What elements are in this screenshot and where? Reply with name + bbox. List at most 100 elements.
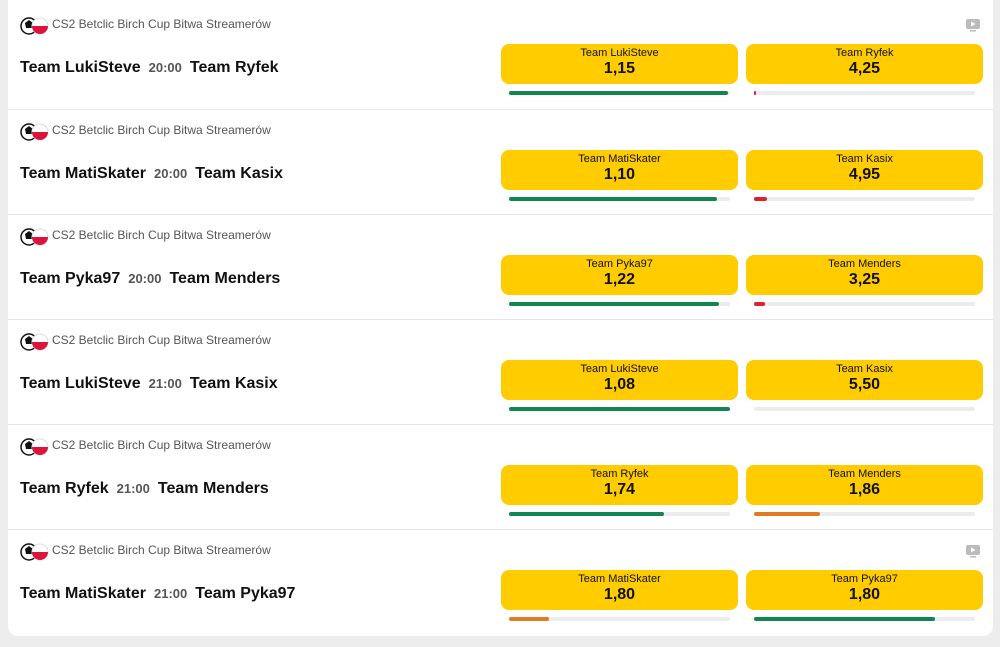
away-team: Team Menders xyxy=(169,270,281,287)
league-icon xyxy=(20,542,50,567)
share-track xyxy=(509,617,730,621)
odds-label: Team LukiSteve xyxy=(580,47,659,59)
share-bar xyxy=(754,91,757,95)
share-track xyxy=(509,91,730,95)
share-track xyxy=(754,197,975,201)
share-bar xyxy=(754,512,821,516)
match-row: CS2 Betclic Birch Cup Bitwa Streamerów Te… xyxy=(8,109,993,214)
share-track xyxy=(509,302,730,306)
home-team: Team LukiSteve xyxy=(20,375,141,392)
league-name: CS2 Betclic Birch Cup Bitwa Streamerów xyxy=(52,123,271,137)
odds-label: Team Menders xyxy=(828,468,901,480)
odds-button[interactable]: Team Ryfek 1,74 xyxy=(501,465,738,505)
league-icon xyxy=(20,227,50,252)
league-icon xyxy=(20,122,50,147)
share-bar xyxy=(509,302,719,306)
odds-price: 1,10 xyxy=(603,166,636,183)
odds-button[interactable]: Team Menders 3,25 xyxy=(746,255,983,295)
odds-button[interactable]: Team Kasix 5,50 xyxy=(746,360,983,400)
share-track xyxy=(754,302,975,306)
odds-label: Team Ryfek xyxy=(590,468,649,480)
teams: Team Ryfek 21:00 Team Menders xyxy=(20,480,269,498)
home-team: Team MatiSkater xyxy=(20,585,146,602)
match-time: 20:00 xyxy=(148,60,182,75)
home-team: Team Ryfek xyxy=(20,480,109,497)
league-name: CS2 Betclic Birch Cup Bitwa Streamerów xyxy=(52,228,271,242)
odds-button[interactable]: Team Kasix 4,95 xyxy=(746,150,983,190)
odds-price: 1,80 xyxy=(848,586,881,603)
league-icon xyxy=(20,16,50,41)
match-time: 21:00 xyxy=(148,376,182,391)
teams: Team MatiSkater 20:00 Team Kasix xyxy=(20,165,283,183)
home-team: Team Pyka97 xyxy=(20,270,121,287)
odds-button[interactable]: Team Pyka97 1,80 xyxy=(746,570,983,610)
away-team: Team Pyka97 xyxy=(195,585,296,602)
match-time: 21:00 xyxy=(153,586,188,601)
odds-button[interactable]: Team MatiSkater 1,10 xyxy=(501,150,738,190)
share-track xyxy=(754,407,975,411)
odds-price: 1,80 xyxy=(603,586,636,603)
league-name: CS2 Betclic Birch Cup Bitwa Streamerów xyxy=(52,543,271,557)
odds-label: Team LukiSteve xyxy=(580,363,659,375)
match-list: CS2 Betclic Birch Cup Bitwa Streamerów Te… xyxy=(8,0,993,636)
teams: Team LukiSteve 20:00 Team Ryfek xyxy=(20,59,279,77)
teams: Team Pyka97 20:00 Team Menders xyxy=(20,270,280,288)
match-row: CS2 Betclic Birch Cup Bitwa Streamerów Te… xyxy=(8,4,993,109)
league-icon xyxy=(20,332,50,357)
odds-label: Team Menders xyxy=(828,258,901,270)
odds-price: 3,25 xyxy=(848,271,881,288)
odds-label: Team Pyka97 xyxy=(831,573,898,585)
away-team: Team Kasix xyxy=(195,165,283,182)
share-track xyxy=(754,512,975,516)
odds-button[interactable]: Team Ryfek 4,25 xyxy=(746,44,983,84)
match-row: CS2 Betclic Birch Cup Bitwa Streamerów Te… xyxy=(8,424,993,529)
away-team: Team Menders xyxy=(157,480,269,497)
teams: Team LukiSteve 21:00 Team Kasix xyxy=(20,375,278,393)
odds-button[interactable]: Team Pyka97 1,22 xyxy=(501,255,738,295)
odds-label: Team Ryfek xyxy=(835,47,894,59)
share-bar xyxy=(754,197,768,201)
match-row: CS2 Betclic Birch Cup Bitwa Streamerów Te… xyxy=(8,529,993,634)
share-bar xyxy=(509,617,549,621)
odds-button[interactable]: Team LukiSteve 1,15 xyxy=(501,44,738,84)
share-track xyxy=(509,197,730,201)
match-row: CS2 Betclic Birch Cup Bitwa Streamerów Te… xyxy=(8,214,993,319)
odds-button[interactable]: Team LukiSteve 1,08 xyxy=(501,360,738,400)
league-name: CS2 Betclic Birch Cup Bitwa Streamerów xyxy=(52,333,271,347)
share-track xyxy=(754,617,975,621)
odds-button[interactable]: Team MatiSkater 1,80 xyxy=(501,570,738,610)
odds-button[interactable]: Team Menders 1,86 xyxy=(746,465,983,505)
share-track xyxy=(509,407,730,411)
away-team: Team Kasix xyxy=(189,375,278,392)
match-time: 20:00 xyxy=(128,271,162,286)
share-bar xyxy=(509,91,728,95)
home-team: Team MatiSkater xyxy=(20,165,146,182)
teams: Team MatiSkater 21:00 Team Pyka97 xyxy=(20,585,295,603)
away-team: Team Ryfek xyxy=(189,59,279,76)
stream-icon xyxy=(965,544,981,563)
odds-price: 4,25 xyxy=(848,60,881,77)
odds-label: Team MatiSkater xyxy=(578,573,661,585)
stream-icon xyxy=(965,18,981,37)
odds-label: Team MatiSkater xyxy=(578,153,661,165)
share-bar xyxy=(509,512,664,516)
match-time: 20:00 xyxy=(153,166,188,181)
odds-label: Team Kasix xyxy=(836,363,893,375)
home-team: Team LukiSteve xyxy=(20,59,141,76)
share-bar xyxy=(509,197,717,201)
odds-label: Team Kasix xyxy=(836,153,893,165)
match-time: 21:00 xyxy=(116,481,150,496)
league-name: CS2 Betclic Birch Cup Bitwa Streamerów xyxy=(52,438,271,452)
share-track xyxy=(509,512,730,516)
odds-price: 1,15 xyxy=(603,60,636,77)
league-icon xyxy=(20,437,50,462)
share-bar xyxy=(754,302,766,306)
league-name: CS2 Betclic Birch Cup Bitwa Streamerów xyxy=(52,17,271,31)
odds-price: 4,95 xyxy=(848,166,881,183)
odds-price: 1,74 xyxy=(603,481,636,498)
odds-price: 5,50 xyxy=(848,376,881,393)
odds-price: 1,08 xyxy=(603,376,636,393)
odds-price: 1,86 xyxy=(848,481,881,498)
match-row: CS2 Betclic Birch Cup Bitwa Streamerów Te… xyxy=(8,319,993,424)
